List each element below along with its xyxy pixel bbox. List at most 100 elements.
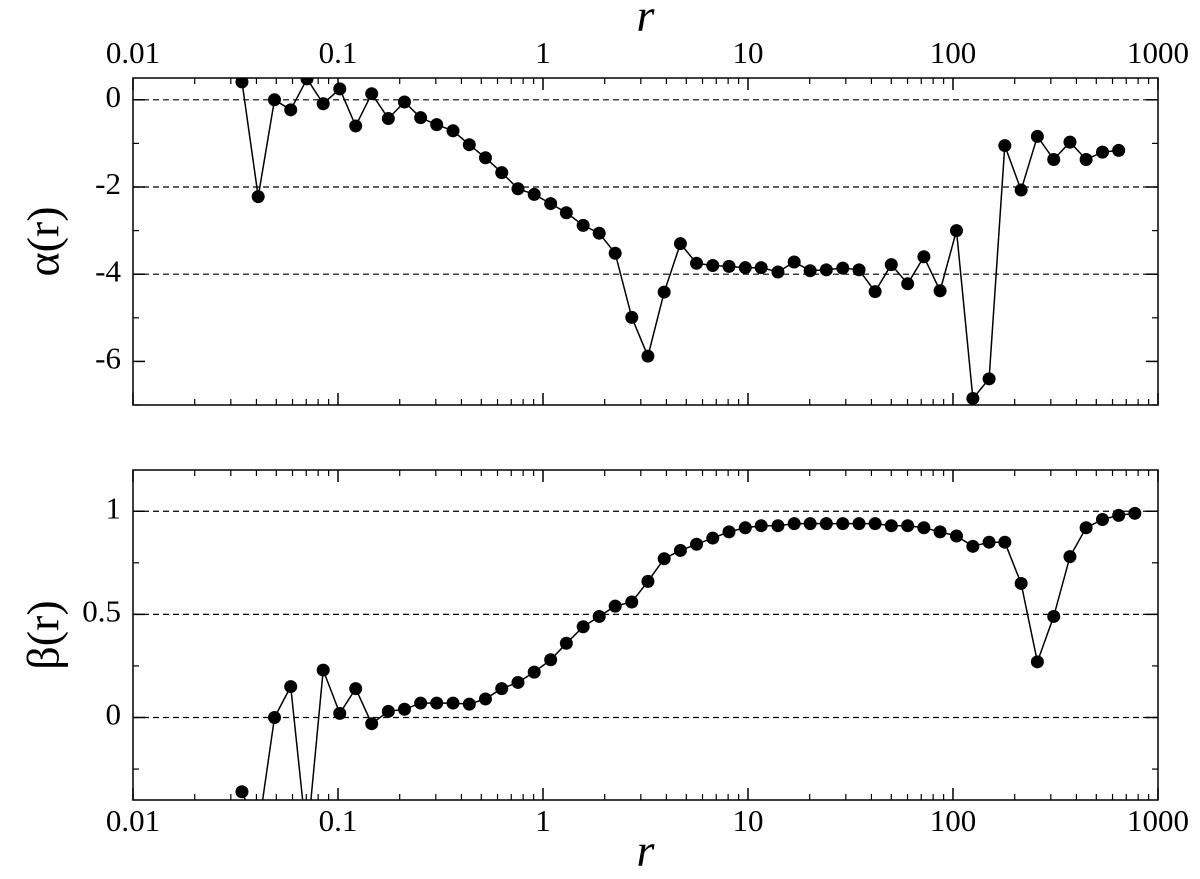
data-point [901,277,915,291]
data-point [1079,521,1093,535]
data-point [1014,576,1028,590]
data-point [414,696,428,710]
data-point [625,595,639,609]
data-point [625,310,639,324]
y-axis-label: α(r) [18,206,69,276]
data-point [1063,135,1077,149]
y-tick-label: -4 [95,253,121,288]
data-point [544,653,558,667]
data-point [1095,145,1109,159]
data-point [462,697,476,711]
data-point [706,258,720,272]
data-point [722,525,736,539]
data-point [592,226,606,240]
data-point [235,785,249,799]
data-point [819,517,833,531]
data-point [235,78,249,89]
data-point [673,543,687,557]
y-tick-label: 1 [106,490,122,525]
data-point [397,95,411,109]
x-axis-label: r [637,825,656,876]
data-line [241,512,1135,800]
data-point [868,517,882,531]
data-point [933,525,947,539]
data-point [559,636,573,650]
data-point [1030,655,1044,669]
data-point [251,190,265,204]
data-point [527,187,541,201]
data-point [365,717,379,731]
data-point [690,537,704,551]
x-tick-label: 1000 [1127,35,1189,70]
data-point [657,552,671,566]
data-point [333,82,347,96]
data-point [430,696,444,710]
data-point [917,521,931,535]
data-point [495,166,509,180]
data-point [998,535,1012,549]
data-point [544,197,558,211]
x-axis-label: r [637,0,656,41]
x-tick-label: 0.1 [319,803,358,838]
data-point [998,139,1012,153]
data-point [316,97,330,111]
plot-frame [132,469,1159,801]
data-point [511,675,525,689]
data-point [252,824,265,837]
data-point [495,682,509,696]
x-tick-label: 1000 [1127,803,1189,838]
plot-area [235,506,1142,837]
data-point [982,535,996,549]
data-point [316,663,330,677]
data-point [1014,183,1028,197]
data-point [397,702,411,716]
data-point [836,261,850,275]
data-point [949,224,963,238]
data-point [1112,508,1126,522]
data-point [381,704,395,718]
data-point [966,539,980,553]
plot-frame [132,77,1159,406]
data-point [690,256,704,270]
data-point [478,151,492,165]
x-tick-label: 100 [930,35,977,70]
data-point [738,521,752,535]
data-point [901,519,915,533]
data-point [836,517,850,531]
data-point [771,519,785,533]
data-point [754,261,768,275]
data-point [754,519,768,533]
x-tick-label: 1 [535,803,551,838]
y-tick-label: 0 [106,697,122,732]
data-point [852,263,866,277]
y-axis-label: β(r) [18,600,69,669]
data-point [462,138,476,152]
data-point [966,391,980,405]
data-point [982,372,996,386]
data-point [381,112,395,126]
data-point [576,620,590,634]
data-point [917,250,931,264]
data-point [641,349,655,363]
y-tick-label: 0.5 [82,593,121,628]
data-point [641,574,655,588]
data-point [771,265,785,279]
data-point [527,665,541,679]
data-point [852,517,866,531]
data-point [1095,513,1109,526]
data-point [1047,609,1061,623]
data-point [722,259,736,273]
data-point [511,182,525,196]
data-point [267,93,281,107]
x-tick-label: 100 [930,803,977,838]
data-point [657,285,671,299]
data-point [267,711,281,724]
data-point [284,680,298,694]
data-point [300,78,314,86]
data-point [608,599,622,613]
data-point [365,87,379,101]
x-tick-label: 0.01 [106,35,160,70]
data-point [592,609,606,623]
data-point [738,261,752,275]
